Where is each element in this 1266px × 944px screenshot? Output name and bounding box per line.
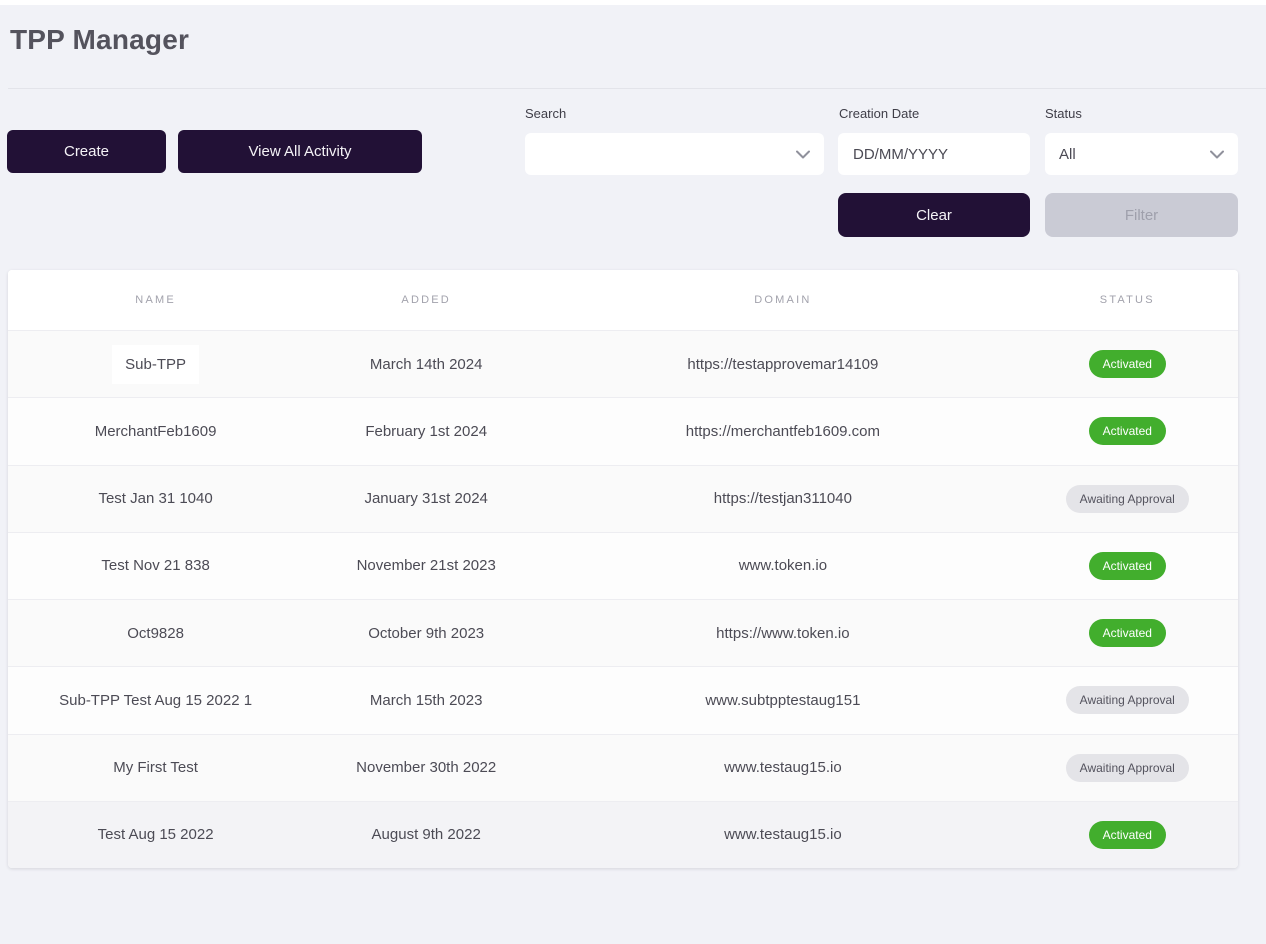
chevron-down-icon bbox=[796, 150, 810, 158]
table-row[interactable]: Sub-TPP Test Aug 15 2022 1 March 15th 202… bbox=[8, 666, 1238, 734]
table-row[interactable]: Test Jan 31 1040 January 31st 2024 https:/… bbox=[8, 464, 1238, 532]
table-row[interactable]: Test Nov 21 838 November 21st 2023 www.tok… bbox=[8, 531, 1238, 599]
cell-added: November 30th 2022 bbox=[356, 759, 497, 777]
search-label: Search bbox=[525, 106, 567, 121]
tpp-name: Test Jan 31 1040 bbox=[98, 490, 213, 508]
tpp-name: Test Aug 15 2022 bbox=[97, 826, 214, 844]
cell-status: Awaiting Approval bbox=[1017, 753, 1238, 782]
cell-status: Activated bbox=[1017, 619, 1238, 648]
cell-domain: https://merchantfeb1609.com bbox=[685, 422, 881, 440]
chevron-down-icon bbox=[1210, 150, 1224, 158]
cell-name: MerchantFeb1609 bbox=[8, 423, 303, 440]
create-button[interactable]: Create bbox=[7, 130, 166, 173]
column-header-domain: DOMAIN bbox=[754, 294, 812, 306]
status-badge: Activated bbox=[1088, 350, 1166, 379]
cell-domain: https://testapprovemar14109 bbox=[687, 355, 879, 373]
cell-domain: www.subtpptestaug151 bbox=[705, 691, 861, 709]
cell-added: August 9th 2022 bbox=[371, 826, 481, 844]
table-row[interactable]: MerchantFeb1609 February 1st 2024 https://… bbox=[8, 397, 1238, 465]
status-label: Status bbox=[1045, 106, 1082, 121]
tpp-name: Test Nov 21 838 bbox=[101, 557, 210, 575]
cell-name: My First Test bbox=[8, 759, 303, 776]
status-select[interactable]: All bbox=[1045, 133, 1238, 175]
status-badge: Awaiting Approval bbox=[1065, 686, 1189, 715]
status-badge: Activated bbox=[1088, 551, 1166, 580]
column-header-status: STATUS bbox=[1099, 294, 1155, 306]
cell-added: February 1st 2024 bbox=[365, 422, 488, 440]
cell-status: Activated bbox=[1017, 350, 1238, 379]
column-header-added: ADDED bbox=[401, 294, 451, 306]
clear-button[interactable]: Clear bbox=[838, 193, 1030, 237]
cell-domain: https://www.token.io bbox=[716, 624, 850, 642]
view-all-activity-button[interactable]: View All Activity bbox=[178, 130, 422, 173]
status-badge: Activated bbox=[1088, 820, 1166, 849]
cell-domain: www.testaug15.io bbox=[724, 826, 842, 844]
header-divider bbox=[8, 88, 1266, 89]
filter-button: Filter bbox=[1045, 193, 1238, 237]
table-row[interactable]: Test Aug 15 2022 August 9th 2022 www.testa… bbox=[8, 800, 1238, 868]
cell-status: Activated bbox=[1017, 551, 1238, 580]
cell-domain: www.testaug15.io bbox=[724, 759, 842, 777]
tpp-name: Sub-TPP Test Aug 15 2022 1 bbox=[59, 691, 253, 709]
cell-domain: https://testjan311040 bbox=[713, 490, 852, 508]
status-badge: Activated bbox=[1088, 619, 1166, 648]
cell-added: January 31st 2024 bbox=[364, 490, 488, 508]
cell-name: Test Nov 21 838 bbox=[8, 557, 303, 574]
tpp-table: NAME ADDED DOMAIN STATUS Sub-TPP March 14th … bbox=[8, 270, 1238, 868]
table-row[interactable]: Oct9828 October 9th 2023 https://www.token… bbox=[8, 599, 1238, 667]
cell-name: Test Aug 15 2022 bbox=[8, 826, 303, 843]
tpp-name: Sub-TPP bbox=[112, 344, 200, 384]
cell-name: Sub-TPP Test Aug 15 2022 1 bbox=[8, 692, 303, 709]
cell-name: Oct9828 bbox=[8, 625, 303, 642]
cell-status: Awaiting Approval bbox=[1017, 484, 1238, 513]
creation-date-input[interactable] bbox=[838, 133, 1030, 175]
cell-status: Awaiting Approval bbox=[1017, 686, 1238, 715]
cell-name: Test Jan 31 1040 bbox=[8, 490, 303, 507]
cell-added: October 9th 2023 bbox=[368, 624, 485, 642]
creation-date-label: Creation Date bbox=[839, 106, 920, 121]
cell-added: March 14th 2024 bbox=[369, 355, 483, 373]
tpp-name: MerchantFeb1609 bbox=[94, 422, 217, 440]
top-strip bbox=[0, 0, 1266, 5]
cell-status: Activated bbox=[1017, 417, 1238, 446]
column-header-name: NAME bbox=[135, 294, 176, 306]
status-badge: Awaiting Approval bbox=[1065, 753, 1189, 782]
search-select[interactable] bbox=[525, 133, 824, 175]
tpp-name: Oct9828 bbox=[127, 624, 184, 642]
table-body: Sub-TPP March 14th 2024 https://testapprov… bbox=[8, 330, 1238, 868]
cell-added: March 15th 2023 bbox=[369, 691, 483, 709]
status-badge: Awaiting Approval bbox=[1065, 484, 1189, 513]
cell-added: November 21st 2023 bbox=[356, 557, 496, 575]
cell-status: Activated bbox=[1017, 820, 1238, 849]
table-row[interactable]: My First Test November 30th 2022 www.testa… bbox=[8, 733, 1238, 801]
table-row[interactable]: Sub-TPP March 14th 2024 https://testapprov… bbox=[8, 330, 1238, 398]
page-title: TPP Manager bbox=[10, 24, 190, 55]
status-badge: Activated bbox=[1088, 417, 1166, 446]
tpp-name: My First Test bbox=[113, 759, 198, 777]
cell-domain: www.token.io bbox=[738, 557, 828, 575]
status-select-value: All bbox=[1059, 145, 1076, 163]
cell-name: Sub-TPP bbox=[8, 344, 303, 384]
table-header: NAME ADDED DOMAIN STATUS bbox=[8, 270, 1238, 330]
